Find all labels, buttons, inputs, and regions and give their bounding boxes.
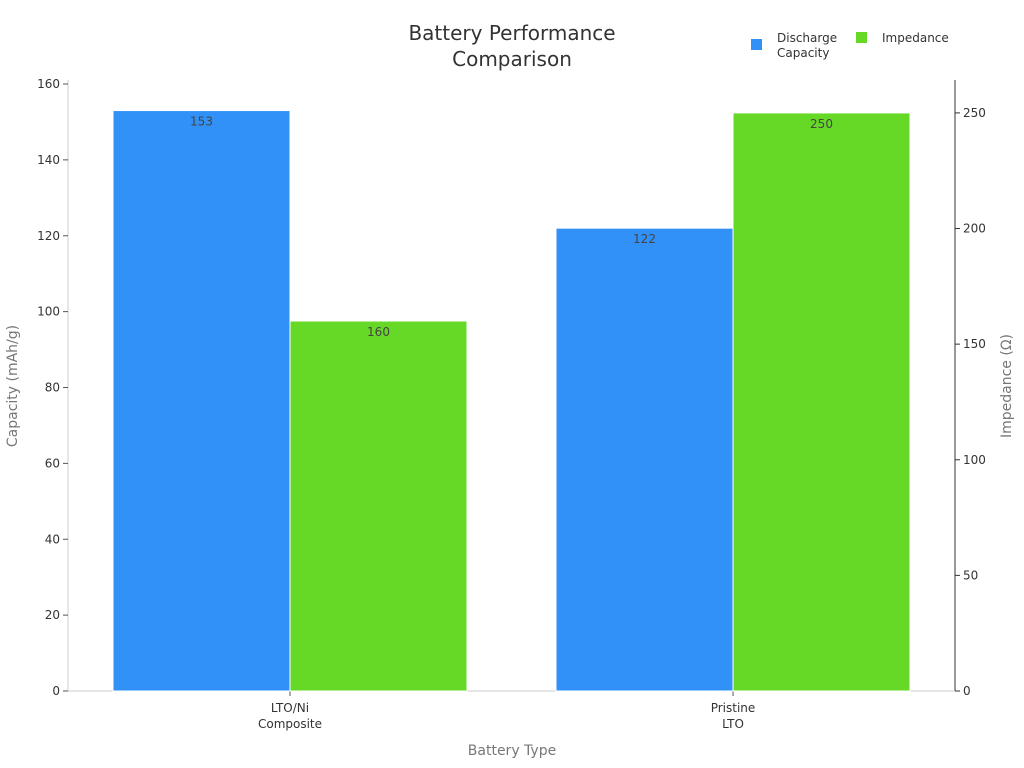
chart-title-line: Battery Performance bbox=[408, 21, 615, 45]
axes: 0 20 40 60 80 100 120 140 160 0 50 100 150 200 250 Capa… bbox=[5, 77, 1015, 759]
right-tick-label: 150 bbox=[963, 337, 986, 351]
bar-value-label: 160 bbox=[367, 325, 390, 339]
bar-value-label: 153 bbox=[190, 115, 213, 129]
right-tick-label: 100 bbox=[963, 453, 986, 467]
left-tick-label: 0 bbox=[52, 684, 60, 698]
left-tick-label: 120 bbox=[37, 229, 60, 243]
left-tick-label: 160 bbox=[37, 77, 60, 91]
bars bbox=[112, 110, 911, 692]
bar bbox=[732, 112, 911, 692]
chart-title-line: Comparison bbox=[452, 47, 572, 71]
left-tick-label: 140 bbox=[37, 153, 60, 167]
bar bbox=[289, 320, 468, 692]
data-labels: 153 160 122 250 bbox=[190, 115, 833, 339]
left-tick-label: 20 bbox=[45, 608, 60, 622]
x-tick-label: LTO bbox=[722, 717, 744, 731]
left-tick-label: 60 bbox=[45, 456, 60, 470]
x-tick-label: Composite bbox=[258, 717, 322, 731]
left-tick-label: 40 bbox=[45, 532, 60, 546]
legend-swatch bbox=[856, 32, 867, 43]
legend-label: Impedance bbox=[882, 31, 949, 45]
legend-label: Discharge bbox=[777, 31, 837, 45]
right-axis-title: Impedance (Ω) bbox=[999, 334, 1015, 438]
right-tick-label: 200 bbox=[963, 222, 986, 236]
right-tick-label: 250 bbox=[963, 106, 986, 120]
left-tick-label: 100 bbox=[37, 305, 60, 319]
x-axis-title: Battery Type bbox=[468, 743, 556, 759]
right-tick-label: 50 bbox=[963, 568, 978, 582]
x-tick-label: LTO/Ni bbox=[271, 701, 309, 715]
bar-value-label: 250 bbox=[810, 117, 833, 131]
right-tick-label: 0 bbox=[963, 684, 971, 698]
bar bbox=[112, 110, 291, 692]
left-axis-title: Capacity (mAh/g) bbox=[5, 325, 21, 447]
legend-swatch bbox=[751, 39, 762, 50]
bar-value-label: 122 bbox=[633, 232, 656, 246]
left-tick-label: 80 bbox=[45, 381, 60, 395]
bar bbox=[555, 227, 734, 692]
x-tick-label: Pristine bbox=[711, 701, 756, 715]
legend-label: Capacity bbox=[777, 46, 829, 60]
